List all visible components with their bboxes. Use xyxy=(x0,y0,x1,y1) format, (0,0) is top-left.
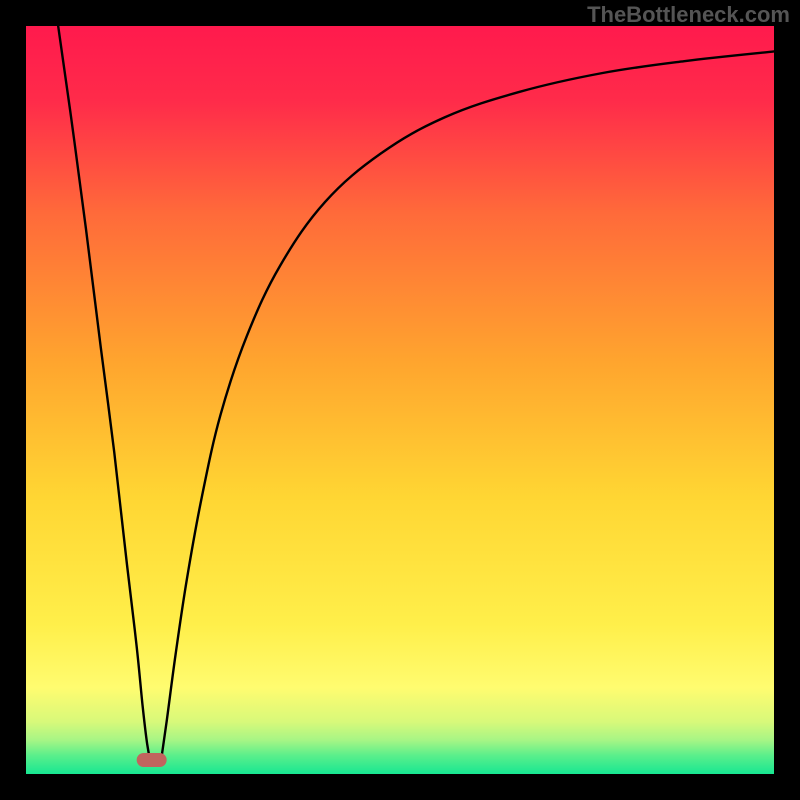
minimum-marker xyxy=(137,753,167,767)
watermark-text: TheBottleneck.com xyxy=(587,2,790,28)
chart-root: TheBottleneck.com xyxy=(0,0,800,800)
bottleneck-chart xyxy=(0,0,800,800)
